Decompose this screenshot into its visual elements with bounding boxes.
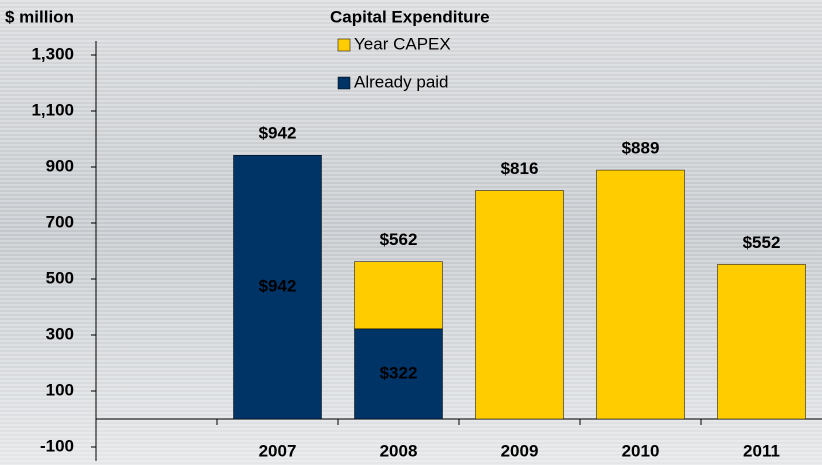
y-tick-label: 500 <box>46 268 74 287</box>
x-tick-label: 2009 <box>501 441 539 460</box>
y-tick-label: -100 <box>40 436 74 455</box>
y-axis-label: $ million <box>5 7 74 26</box>
legend-swatch <box>338 39 350 51</box>
x-tick-label: 2008 <box>380 441 418 460</box>
y-tick-label: 900 <box>46 156 74 175</box>
legend-label: Already paid <box>354 72 449 91</box>
y-tick-label: 700 <box>46 212 74 231</box>
legend-title: Capital Expenditure <box>330 7 490 26</box>
bar-segment <box>597 170 685 419</box>
bar-segment <box>476 191 564 419</box>
y-tick-label: 300 <box>46 324 74 343</box>
x-tick-label: 2007 <box>259 441 297 460</box>
chart: $ million Capital Expenditure -100 100 300… <box>0 0 822 465</box>
x-tick-label: 2010 <box>622 441 660 460</box>
legend-label: Year CAPEX <box>354 34 451 53</box>
y-tick-label: 1,300 <box>31 44 74 63</box>
bar-segment <box>718 264 806 419</box>
x-tick-label: 2011 <box>743 441 780 460</box>
legend-swatch <box>338 77 350 89</box>
total-label: $889 <box>622 139 660 158</box>
total-label: $562 <box>380 230 418 249</box>
segment-label: $942 <box>259 277 297 296</box>
total-label: $552 <box>743 233 781 252</box>
total-label: $816 <box>501 159 539 178</box>
bar-segment <box>355 262 443 329</box>
segment-label: $322 <box>380 363 418 382</box>
y-tick-label: 1,100 <box>31 100 74 119</box>
total-label: $942 <box>259 124 297 143</box>
y-tick-label: 100 <box>46 380 74 399</box>
